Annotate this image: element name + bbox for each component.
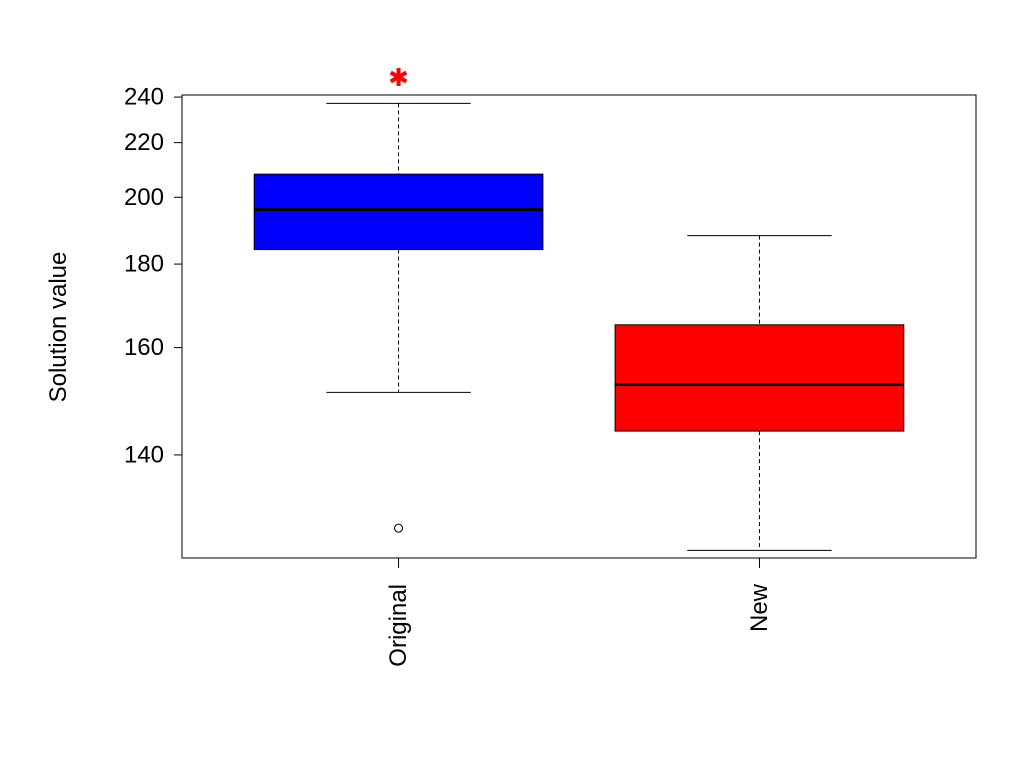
outlier-point (394, 523, 404, 533)
asterisk-stroke (389, 70, 408, 84)
y-tick-label: 220 (124, 129, 164, 156)
markers (389, 68, 408, 87)
asterisk-marker (389, 68, 408, 87)
boxes (253, 102, 905, 551)
y-tick-label: 240 (124, 84, 164, 111)
y-axis-label: Solution value (45, 252, 72, 403)
y-tick-label: 200 (124, 184, 164, 211)
y-tick-label: 140 (124, 441, 164, 468)
interquartile-box (614, 324, 905, 432)
box-original (253, 102, 544, 533)
box-new (614, 235, 905, 551)
y-axis: 140 160 180 200 220 240 (124, 84, 183, 468)
y-tick-label: 160 (124, 334, 164, 361)
x-tick-label-original: Original (385, 584, 412, 667)
interquartile-box (253, 173, 544, 251)
x-tick-label-new: New (746, 583, 773, 632)
x-axis: Original New (385, 558, 773, 667)
y-tick-label: 180 (124, 251, 164, 278)
